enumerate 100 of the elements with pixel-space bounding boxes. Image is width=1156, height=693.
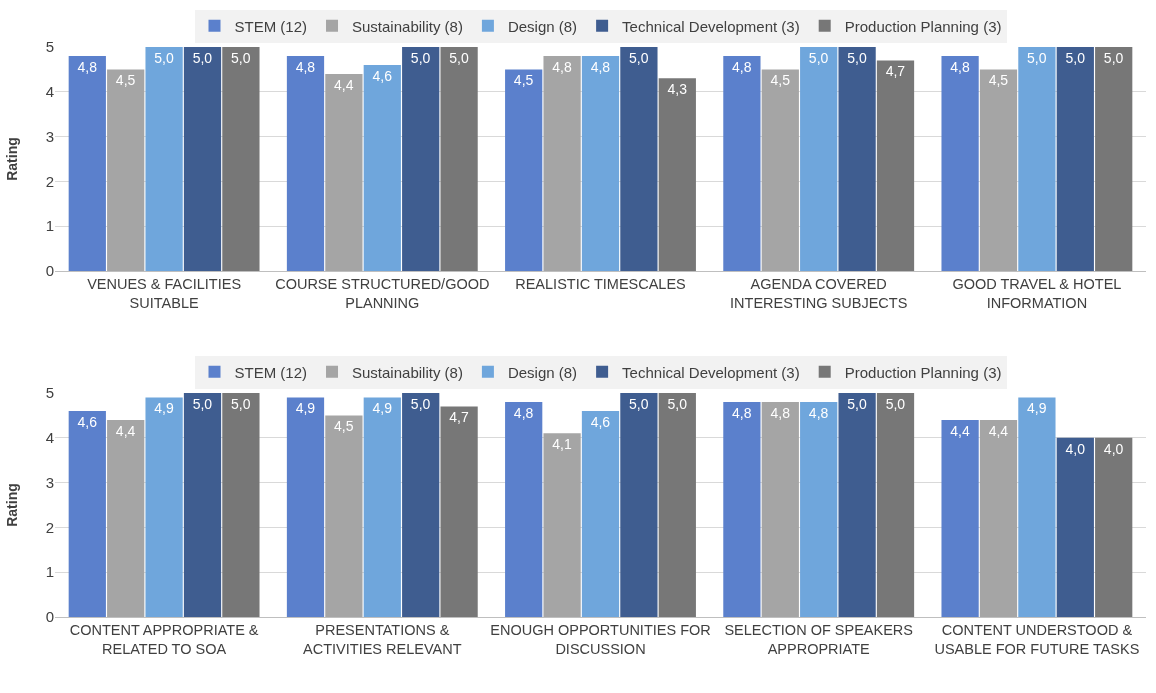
bar bbox=[838, 393, 876, 617]
data-label: 4,6 bbox=[77, 413, 98, 430]
bar bbox=[723, 401, 761, 617]
bar bbox=[325, 73, 363, 271]
bar bbox=[68, 410, 106, 617]
bar bbox=[440, 47, 478, 271]
bar bbox=[222, 393, 260, 617]
data-label: 4,7 bbox=[449, 409, 469, 426]
data-label: 4,8 bbox=[770, 404, 791, 421]
bar bbox=[107, 69, 145, 271]
data-label: 4,4 bbox=[950, 422, 970, 439]
bar bbox=[107, 419, 145, 617]
y-tick-label: 4 bbox=[45, 429, 54, 447]
bar bbox=[145, 397, 183, 617]
data-label: 4,9 bbox=[372, 400, 393, 417]
data-label: 4,8 bbox=[77, 58, 98, 75]
bar bbox=[222, 47, 260, 271]
y-tick-label: 3 bbox=[45, 473, 54, 491]
bar bbox=[658, 393, 696, 617]
data-label: 4,6 bbox=[590, 413, 611, 430]
data-label: 4,9 bbox=[154, 400, 174, 417]
data-label: 4,8 bbox=[950, 58, 970, 75]
bar bbox=[800, 401, 838, 617]
data-label: 5,0 bbox=[231, 396, 251, 412]
bar bbox=[581, 55, 620, 271]
bar bbox=[363, 64, 401, 271]
bar bbox=[941, 55, 979, 271]
data-label: 5,0 bbox=[192, 50, 213, 66]
bar bbox=[979, 419, 1018, 617]
x-tick-label: SELECTION OF SPEAKERS APPROPRIATE bbox=[724, 622, 913, 658]
data-label: 4,8 bbox=[552, 58, 572, 75]
bar bbox=[723, 55, 761, 271]
data-label: 4,4 bbox=[334, 76, 354, 93]
data-label: 5,0 bbox=[1103, 50, 1124, 66]
data-label: 4,5 bbox=[115, 72, 136, 89]
y-tick-label: 2 bbox=[45, 518, 54, 536]
bar bbox=[286, 55, 325, 271]
data-label: 5,0 bbox=[1065, 50, 1086, 66]
data-label: 5,0 bbox=[154, 50, 174, 66]
bar bbox=[761, 69, 799, 271]
legend-label: Design (8) bbox=[507, 17, 578, 35]
y-tick-label: 5 bbox=[45, 384, 54, 402]
bar bbox=[658, 78, 696, 271]
data-label: 5,0 bbox=[410, 50, 431, 66]
bar bbox=[183, 47, 222, 271]
bar bbox=[941, 419, 979, 617]
y-axis-title: Rating bbox=[4, 483, 20, 527]
x-tick-label: REALISTIC TIMESCALES bbox=[515, 276, 686, 293]
bar bbox=[68, 55, 106, 271]
data-label: 5,0 bbox=[449, 50, 469, 66]
data-label: 5,0 bbox=[629, 50, 649, 66]
bar bbox=[402, 393, 440, 617]
bar bbox=[761, 401, 799, 617]
bar bbox=[286, 397, 325, 617]
bar bbox=[1095, 437, 1133, 617]
data-label: 5,0 bbox=[667, 396, 688, 412]
bar bbox=[1095, 47, 1133, 271]
bar bbox=[363, 397, 401, 617]
data-label: 5,0 bbox=[885, 396, 906, 412]
x-tick-label: ENOUGH OPPORTUNITIES FOR DISCUSSION bbox=[490, 622, 711, 658]
data-label: 4,3 bbox=[667, 81, 688, 98]
legend-label: Technical Development (3) bbox=[622, 17, 800, 35]
data-label: 4,5 bbox=[770, 72, 791, 89]
bar bbox=[440, 406, 478, 617]
data-label: 4,9 bbox=[295, 400, 316, 417]
data-label: 5,0 bbox=[847, 50, 867, 66]
x-tick-label: VENUES & FACILITIES SUITABLE bbox=[87, 276, 242, 312]
data-label: 4,7 bbox=[885, 63, 906, 80]
data-label: 4,6 bbox=[372, 67, 393, 84]
bar bbox=[979, 69, 1018, 271]
y-tick-label: 2 bbox=[45, 172, 54, 190]
bar bbox=[876, 393, 915, 617]
x-tick-label: CONTENT APPROPRIATE & RELATED TO SOA bbox=[69, 622, 259, 658]
data-label: 4,4 bbox=[988, 422, 1009, 439]
data-label: 5,0 bbox=[629, 396, 649, 412]
x-tick-label: GOOD TRAVEL & HOTEL INFORMATION bbox=[952, 276, 1122, 312]
bar bbox=[505, 69, 543, 271]
x-tick-label: PRESENTATIONS & ACTIVITIES RELEVANT bbox=[303, 622, 462, 658]
y-axis-title: Rating bbox=[4, 137, 20, 181]
bar bbox=[581, 410, 620, 617]
bar bbox=[838, 47, 876, 271]
data-label: 4,8 bbox=[732, 404, 752, 421]
bar bbox=[402, 47, 440, 271]
x-tick-label: CONTENT UNDERSTOOD & USABLE FOR FUTURE TASKS bbox=[934, 622, 1140, 658]
y-tick-label: 5 bbox=[45, 38, 54, 56]
y-tick-label: 0 bbox=[45, 262, 54, 280]
data-label: 4,0 bbox=[1065, 440, 1086, 457]
legend-label: Sustainability (8) bbox=[352, 363, 463, 381]
bar bbox=[1056, 47, 1094, 271]
x-tick-label: COURSE STRUCTURED/GOOD PLANNING bbox=[275, 276, 490, 312]
bar bbox=[620, 393, 658, 617]
legend-label: Design (8) bbox=[507, 363, 578, 381]
y-tick-label: 1 bbox=[45, 563, 54, 581]
y-tick-label: 3 bbox=[45, 127, 54, 145]
legend-label: Sustainability (8) bbox=[352, 17, 463, 35]
bar bbox=[876, 60, 915, 271]
data-label: 5,0 bbox=[192, 396, 213, 412]
data-label: 4,5 bbox=[513, 72, 534, 89]
bar bbox=[800, 47, 838, 271]
bar bbox=[1018, 47, 1056, 271]
